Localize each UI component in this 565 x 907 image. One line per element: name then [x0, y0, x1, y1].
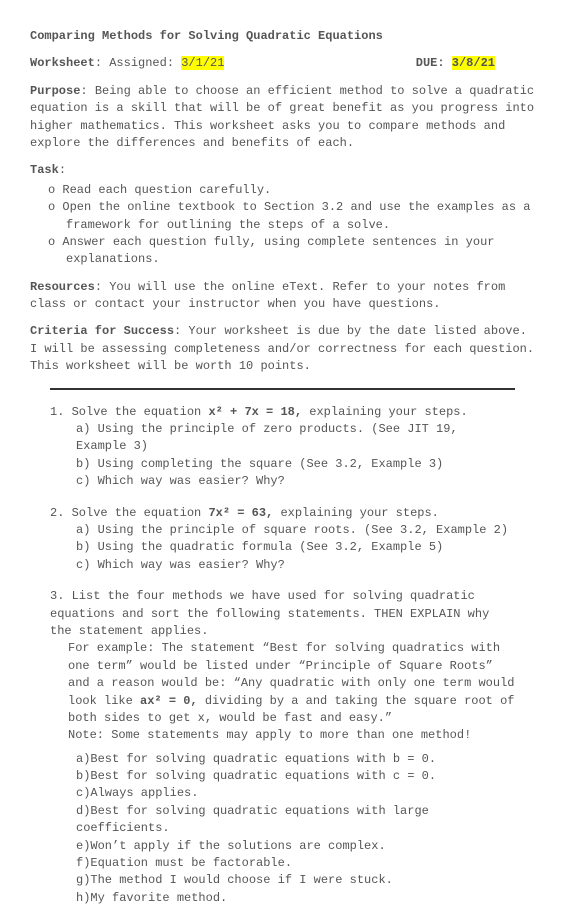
q3-e: e)Won’t apply if the solutions are compl…	[50, 838, 515, 855]
assigned-label: : Assigned:	[95, 56, 181, 70]
task-item: Read each question carefully.	[66, 182, 535, 199]
question-1: 1. Solve the equation x² + 7x = 18, expl…	[50, 404, 515, 491]
criteria: Criteria for Success: Your worksheet is …	[30, 323, 535, 375]
task-list: Read each question carefully. Open the o…	[30, 182, 535, 269]
q3-note: Note: Some statements may apply to more …	[50, 727, 515, 744]
q3-a: a)Best for solving quadratic equations w…	[50, 751, 515, 768]
questions: 1. Solve the equation x² + 7x = 18, expl…	[30, 404, 535, 907]
task-item: Answer each question fully, using comple…	[66, 234, 535, 269]
q3-h: h)My favorite method.	[50, 890, 515, 907]
resources-label: Resources	[30, 280, 95, 294]
q2-b: b) Using the quadratic formula (See 3.2,…	[50, 539, 515, 556]
q3-c: c)Always applies.	[50, 785, 515, 802]
purpose-label: Purpose	[30, 84, 80, 98]
q2-rest: explaining your steps.	[273, 506, 439, 520]
assigned-date: 3/1/21	[181, 56, 224, 70]
q1-equation: x² + 7x = 18,	[208, 405, 302, 419]
task-item: Open the online textbook to Section 3.2 …	[66, 199, 535, 234]
q1-a: a) Using the principle of zero products.…	[50, 421, 515, 456]
q1-prompt: 1. Solve the equation x² + 7x = 18, expl…	[50, 404, 515, 421]
worksheet-label: Worksheet	[30, 56, 95, 70]
purpose: Purpose: Being able to choose an efficie…	[30, 83, 535, 153]
q3-g: g)The method I would choose if I were st…	[50, 872, 515, 889]
separator	[50, 388, 515, 390]
q2-c: c) Which way was easier? Why?	[50, 557, 515, 574]
question-3: 3. List the four methods we have used fo…	[50, 588, 515, 907]
due-date: 3/8/21	[452, 56, 495, 70]
q3-f: f)Equation must be factorable.	[50, 855, 515, 872]
q1-lead: 1. Solve the equation	[50, 405, 208, 419]
q3-lead: 3. List the four methods we have used fo…	[50, 588, 515, 640]
page-title: Comparing Methods for Solving Quadratic …	[30, 28, 535, 45]
q3-example: For example: The statement “Best for sol…	[50, 640, 515, 727]
q3-equation: ax² = 0,	[140, 694, 198, 708]
q2-prompt: 2. Solve the equation 7x² = 63, explaini…	[50, 505, 515, 522]
q2-lead: 2. Solve the equation	[50, 506, 208, 520]
q1-c: c) Which way was easier? Why?	[50, 473, 515, 490]
q1-rest: explaining your steps.	[302, 405, 468, 419]
due-label: DUE:	[416, 56, 452, 70]
due-block: DUE: 3/8/21	[416, 55, 495, 72]
question-2: 2. Solve the equation 7x² = 63, explaini…	[50, 505, 515, 575]
task: Task: Read each question carefully. Open…	[30, 162, 535, 268]
meta-row: Worksheet: Assigned: 3/1/21 DUE: 3/8/21	[30, 55, 535, 72]
q2-a: a) Using the principle of square roots. …	[50, 522, 515, 539]
resources-text: : You will use the online eText. Refer t…	[30, 280, 505, 311]
resources: Resources: You will use the online eText…	[30, 279, 535, 314]
purpose-text: : Being able to choose an efficient meth…	[30, 84, 534, 150]
q1-b: b) Using completing the square (See 3.2,…	[50, 456, 515, 473]
q3-d: d)Best for solving quadratic equations w…	[50, 803, 515, 838]
q2-equation: 7x² = 63,	[208, 506, 273, 520]
task-colon: :	[59, 163, 66, 177]
q3-b: b)Best for solving quadratic equations w…	[50, 768, 515, 785]
task-label: Task	[30, 163, 59, 177]
criteria-label: Criteria for Success	[30, 324, 174, 338]
